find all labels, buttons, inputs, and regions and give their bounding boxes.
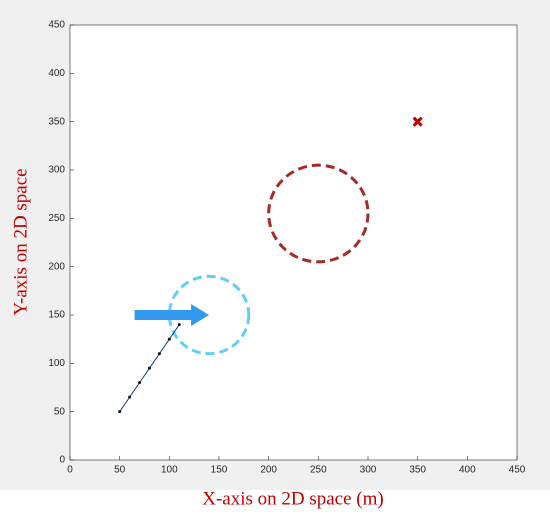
trajectory-point bbox=[128, 395, 132, 399]
x-tick-label: 450 bbox=[509, 465, 526, 476]
x-tick-label: 150 bbox=[211, 465, 228, 476]
region-circle bbox=[267, 163, 370, 264]
y-tick-label: 0 bbox=[59, 455, 65, 466]
y-tick-label: 250 bbox=[48, 213, 65, 224]
trajectory-point bbox=[157, 352, 161, 356]
plot-area bbox=[69, 24, 518, 461]
y-tick-label: 300 bbox=[48, 165, 65, 176]
y-tick-label: 50 bbox=[54, 406, 66, 417]
direction-arrow bbox=[134, 304, 210, 326]
trajectory-point bbox=[138, 381, 142, 385]
y-tick-label: 400 bbox=[48, 68, 65, 79]
x-tick-label: 0 bbox=[67, 465, 73, 476]
trajectory-point bbox=[147, 366, 151, 370]
y-axis-title: Y-axis on 2D space bbox=[10, 168, 31, 315]
x-axis-title: X-axis on 2D space (m) bbox=[202, 488, 384, 509]
y-tick-label: 350 bbox=[48, 116, 65, 127]
target-marker bbox=[412, 116, 423, 127]
y-tick-label: 450 bbox=[48, 20, 65, 31]
y-tick-label: 150 bbox=[48, 310, 65, 321]
y-tick-label: 100 bbox=[48, 358, 65, 369]
trajectory-point bbox=[167, 337, 171, 341]
region-circle bbox=[167, 274, 251, 356]
x-tick-label: 100 bbox=[161, 465, 178, 476]
x-tick-label: 50 bbox=[114, 465, 126, 476]
x-tick-label: 300 bbox=[360, 465, 377, 476]
x-tick-label: 350 bbox=[409, 465, 426, 476]
trajectory-point bbox=[177, 323, 181, 327]
x-tick-label: 200 bbox=[260, 465, 277, 476]
x-tick-label: 250 bbox=[310, 465, 327, 476]
trajectory-point bbox=[118, 410, 122, 414]
x-tick-label: 400 bbox=[459, 465, 476, 476]
y-tick-label: 200 bbox=[48, 261, 65, 272]
